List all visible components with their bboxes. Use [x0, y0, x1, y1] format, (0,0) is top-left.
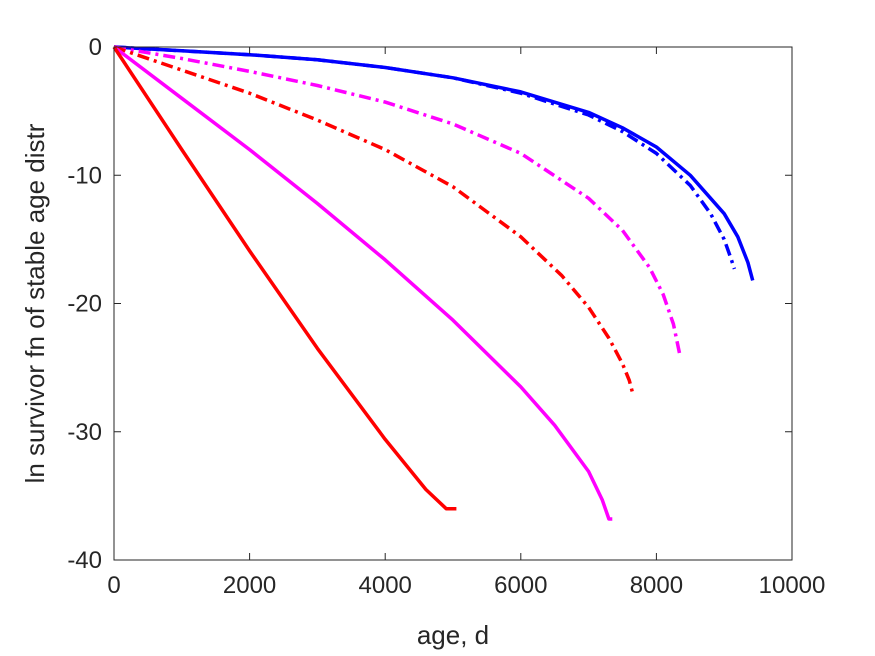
y-axis-ticks: 0 -10 -20 -30 -40 — [67, 34, 792, 574]
x-tick-label: 8000 — [630, 572, 683, 599]
series-line-3 — [113, 45, 682, 357]
x-axis-ticks: 0 2000 4000 6000 8000 10000 — [107, 47, 825, 599]
series-layer — [112, 45, 755, 521]
y-tick-label: -40 — [67, 547, 102, 574]
series-line-2 — [113, 45, 737, 270]
x-axis-label: age, d — [417, 620, 489, 650]
x-tick-label: 4000 — [359, 572, 412, 599]
series-line-5 — [112, 45, 613, 521]
y-tick-label: -30 — [67, 419, 102, 446]
y-tick-label: 0 — [89, 34, 102, 61]
x-tick-label: 6000 — [494, 572, 547, 599]
x-tick-label: 10000 — [759, 572, 826, 599]
y-tick-label: -20 — [67, 291, 102, 318]
series-line-6 — [112, 46, 457, 511]
series-line-4 — [113, 45, 635, 394]
x-tick-label: 2000 — [223, 572, 276, 599]
y-tick-label: -10 — [67, 162, 102, 189]
x-tick-label: 0 — [107, 572, 120, 599]
y-axis-label: ln survivor fn of stable age distr — [20, 123, 50, 483]
